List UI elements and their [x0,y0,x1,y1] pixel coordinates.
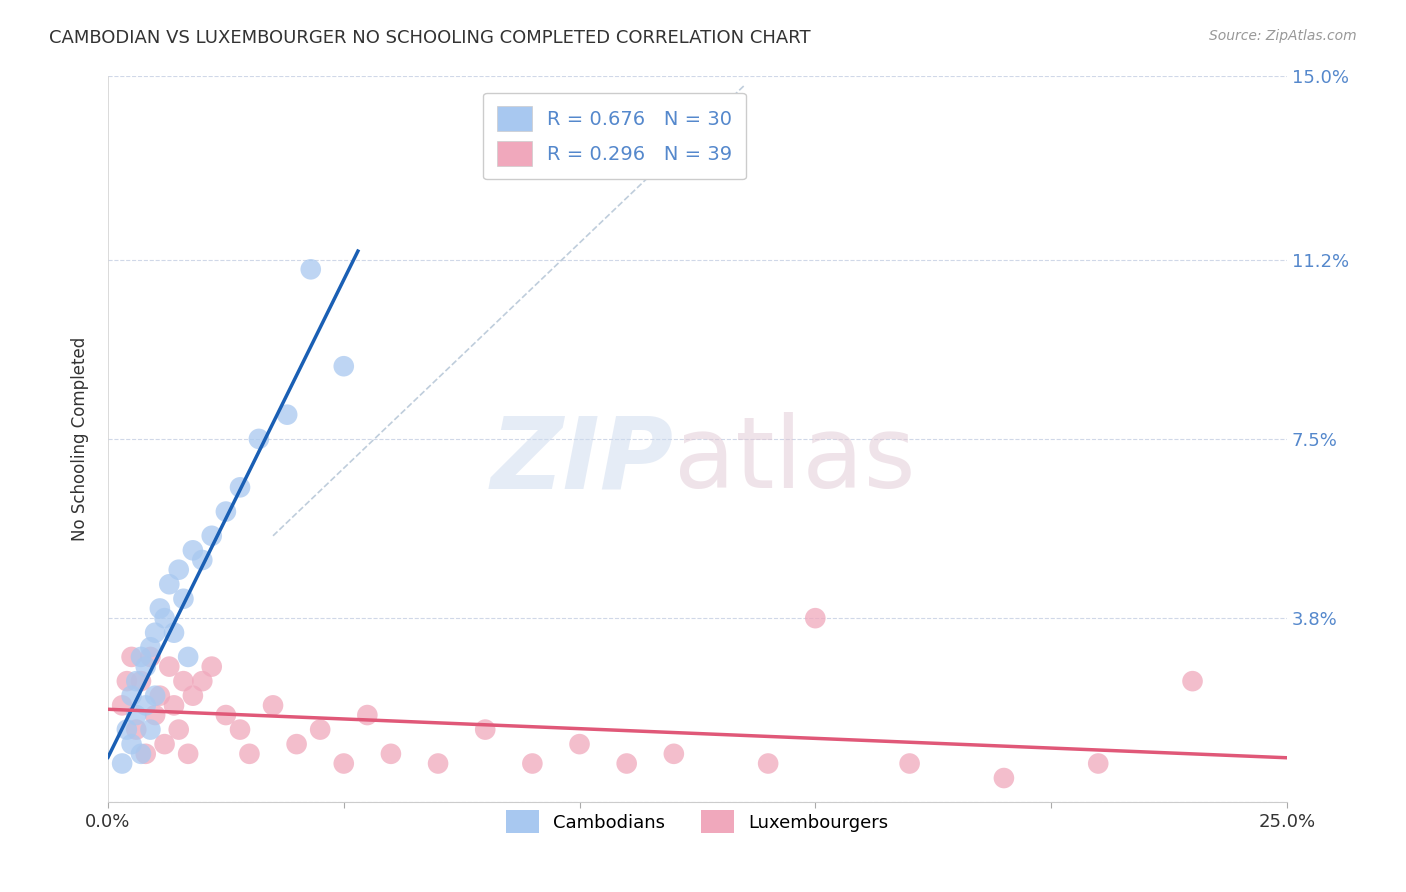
Point [427,756,450,771]
Point [285,737,308,751]
Point [191,674,214,689]
Point [167,723,190,737]
Point [229,723,252,737]
Point [215,505,238,519]
Point [1181,674,1204,689]
Point [172,591,194,606]
Point [756,756,779,771]
Point [276,408,298,422]
Point [135,747,157,761]
Point [616,756,638,771]
Point [163,625,186,640]
Point [299,262,322,277]
Point [157,577,180,591]
Point [139,649,162,664]
Point [129,649,152,664]
Point [332,359,354,374]
Point [129,674,152,689]
Legend: Cambodians, Luxembourgers: Cambodians, Luxembourgers [495,799,900,844]
Point [215,708,238,723]
Point [229,480,252,494]
Point [139,723,162,737]
Point [125,674,148,689]
Point [143,708,166,723]
Point [356,708,378,723]
Point [149,601,172,615]
Point [332,756,354,771]
Point [149,689,172,703]
Point [135,698,157,713]
Point [135,659,157,673]
Point [125,723,148,737]
Point [163,698,186,713]
Point [172,674,194,689]
Point [157,659,180,673]
Point [309,723,332,737]
Point [111,756,134,771]
Point [153,737,176,751]
Point [662,747,685,761]
Point [238,747,260,761]
Point [115,674,138,689]
Point [143,689,166,703]
Point [111,698,134,713]
Point [177,649,200,664]
Point [139,640,162,655]
Y-axis label: No Schooling Completed: No Schooling Completed [72,337,89,541]
Point [201,659,224,673]
Point [474,723,496,737]
Point [262,698,284,713]
Point [568,737,591,751]
Point [125,708,148,723]
Point [153,611,176,625]
Point [804,611,827,625]
Point [115,723,138,737]
Point [191,553,214,567]
Point [121,649,143,664]
Point [993,771,1015,785]
Point [247,432,270,446]
Point [201,529,224,543]
Point [121,737,143,751]
Point [898,756,921,771]
Point [380,747,402,761]
Point [167,563,190,577]
Text: Source: ZipAtlas.com: Source: ZipAtlas.com [1209,29,1357,43]
Point [129,747,152,761]
Point [121,689,143,703]
Point [181,689,204,703]
Text: atlas: atlas [673,412,915,509]
Point [181,543,204,558]
Point [522,756,544,771]
Point [143,625,166,640]
Text: CAMBODIAN VS LUXEMBOURGER NO SCHOOLING COMPLETED CORRELATION CHART: CAMBODIAN VS LUXEMBOURGER NO SCHOOLING C… [49,29,811,46]
Point [1087,756,1109,771]
Text: ZIP: ZIP [491,412,673,509]
Point [177,747,200,761]
